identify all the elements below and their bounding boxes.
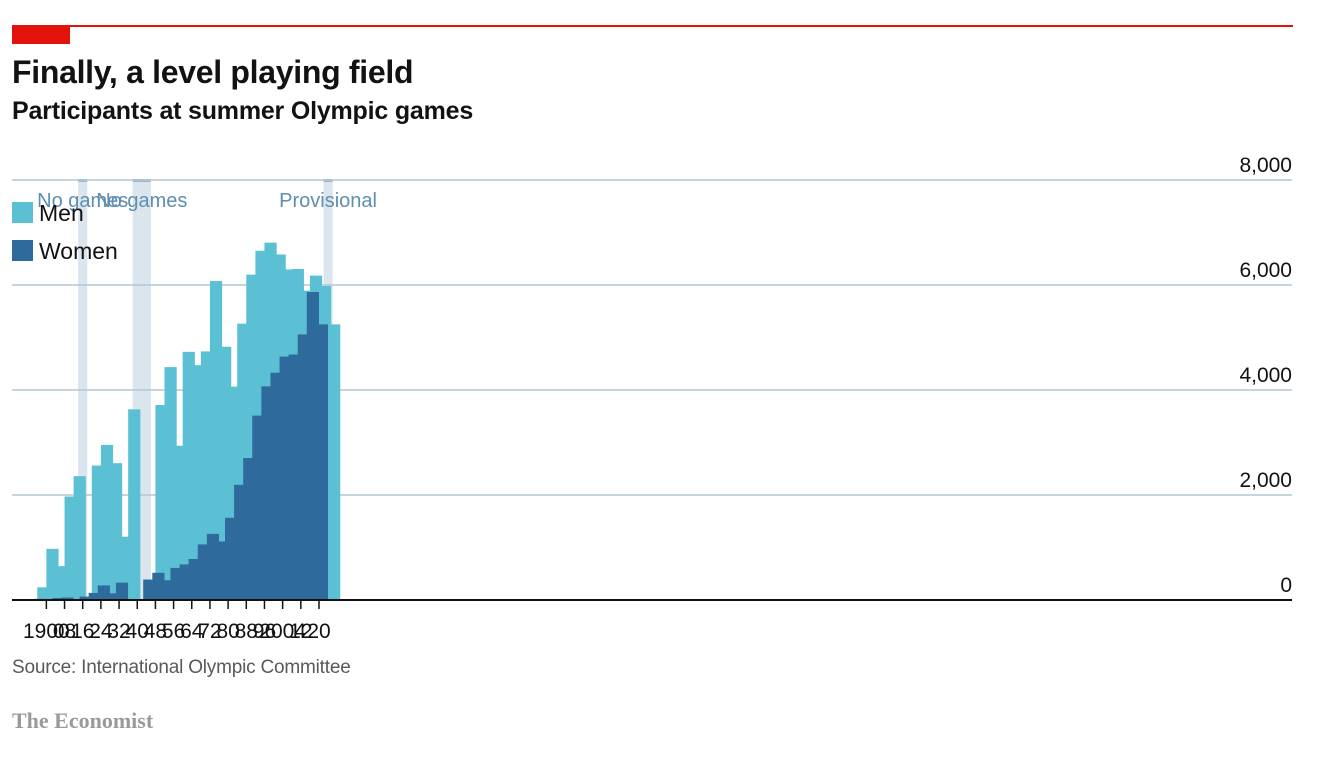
x-tick-label: 20	[307, 620, 330, 643]
x-tick-label: 16	[71, 620, 94, 643]
x-tick-label: 96	[253, 620, 276, 643]
bars	[34, 242, 341, 600]
x-tick-label: 2004	[259, 620, 306, 643]
x-tick-label: 08	[53, 620, 76, 643]
legend-label: Men	[39, 200, 84, 226]
legend-swatch	[12, 240, 33, 261]
shaded-region-label: Provisional	[279, 190, 377, 212]
bar-women	[315, 324, 329, 600]
bar-women	[79, 596, 92, 600]
bar-women	[88, 592, 101, 600]
bar-women	[106, 593, 120, 600]
x-tick-label: 40	[126, 620, 149, 643]
x-tick-label: 72	[198, 620, 221, 643]
top-accent-rule	[12, 25, 1293, 27]
bar-men	[73, 476, 86, 600]
x-tick-label: 12	[289, 620, 312, 643]
x-tick-label: 88	[235, 620, 258, 643]
y-tick-label: 0	[1280, 574, 1292, 597]
y-tick-label: 6,000	[1239, 259, 1292, 282]
shaded-region-label: No games	[96, 190, 187, 212]
axes: 0 2,000 4,000 6,000 8,000 1900081624324048566…	[12, 154, 1292, 643]
legend-swatch	[12, 202, 33, 223]
brand-logo: The Economist	[12, 708, 154, 733]
x-tick-label: 32	[107, 620, 130, 643]
bar-men	[128, 409, 141, 600]
x-tick-label: 56	[162, 620, 185, 643]
y-tick-label: 4,000	[1239, 364, 1292, 387]
bar-men	[328, 324, 341, 600]
bar-women	[115, 582, 129, 600]
x-tick-label: 24	[89, 620, 113, 643]
x-tick-label: 64	[180, 620, 204, 643]
x-tick-label: 1900	[23, 620, 70, 643]
x-tick-label: 80	[216, 620, 239, 643]
legend-label: Women	[39, 238, 118, 264]
source-note: Source: International Olympic Committee	[12, 657, 351, 678]
red-accent-tab	[12, 27, 70, 44]
y-tick-label: 2,000	[1239, 469, 1292, 492]
x-tick-label: 48	[144, 620, 167, 643]
chart-subtitle: Participants at summer Olympic games	[12, 97, 474, 125]
shaded-region-label: No games	[37, 190, 128, 212]
bar-women	[61, 597, 74, 600]
legend: Men Women	[12, 200, 118, 264]
chart-title: Finally, a level playing field	[12, 54, 414, 90]
y-tick-label: 8,000	[1239, 154, 1292, 177]
